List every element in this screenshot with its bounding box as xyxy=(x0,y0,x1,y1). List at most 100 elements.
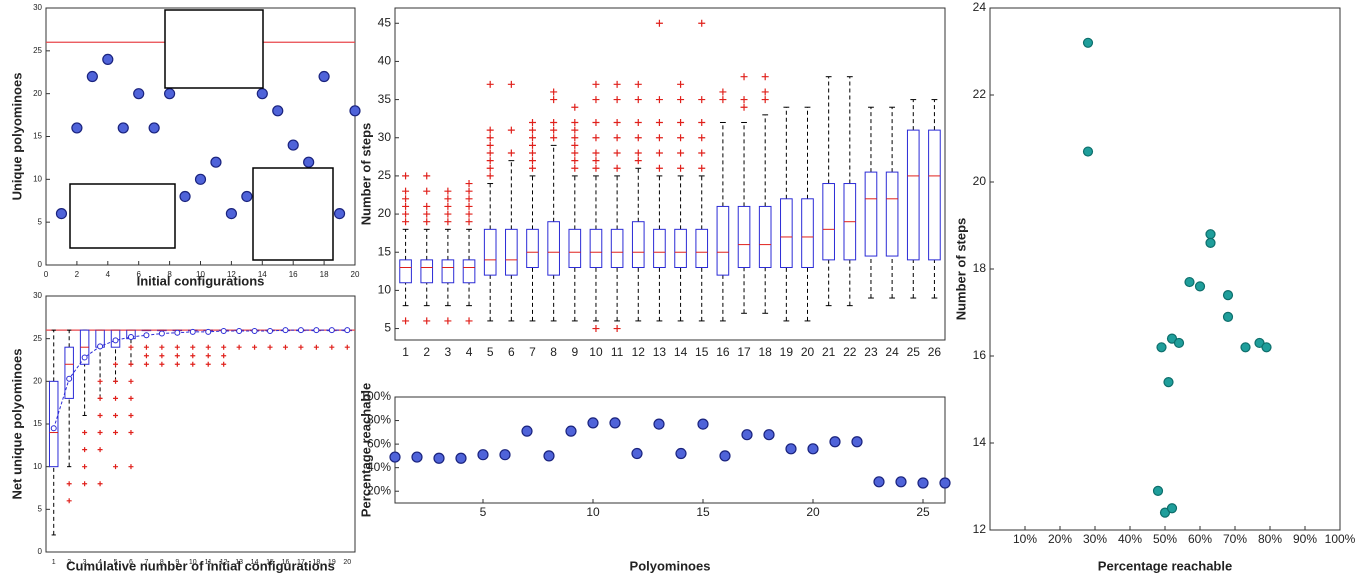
outlier xyxy=(128,412,134,418)
box xyxy=(737,205,751,268)
point xyxy=(210,156,222,168)
x-tick-label: 2 xyxy=(75,270,80,279)
outlier xyxy=(698,149,706,157)
point xyxy=(829,436,841,448)
outlier xyxy=(205,353,211,359)
x-tick-label: 6 xyxy=(129,559,133,566)
y-tick-label: 15 xyxy=(378,244,392,258)
x-tick-label: 15 xyxy=(266,559,274,566)
point xyxy=(895,476,907,488)
y-tick-label: 5 xyxy=(38,217,43,226)
mean-point xyxy=(158,330,165,337)
outlier xyxy=(698,118,706,126)
point xyxy=(241,190,253,203)
y-tick-label: 14 xyxy=(973,435,987,449)
outlier xyxy=(592,149,600,157)
point xyxy=(873,476,885,488)
outlier xyxy=(113,412,119,418)
x-tick-label: 16 xyxy=(289,270,298,279)
outlier xyxy=(66,498,72,504)
x-tick-label: 70% xyxy=(1223,532,1247,546)
outlier xyxy=(128,395,134,401)
y-tick-label: 25 xyxy=(378,168,392,182)
inset-frame xyxy=(69,183,176,249)
point xyxy=(631,447,643,460)
outlier xyxy=(444,195,452,203)
x-tick-label: 26 xyxy=(928,345,942,359)
point xyxy=(411,451,423,463)
outlier xyxy=(205,361,211,367)
box xyxy=(399,259,412,284)
point xyxy=(1156,342,1167,353)
mean-point xyxy=(189,328,196,335)
outlier xyxy=(82,481,88,487)
outlier xyxy=(402,202,410,210)
x-tick-label: 17 xyxy=(737,345,751,359)
x-tick-label: 16 xyxy=(282,559,290,566)
x-tick-label: 6 xyxy=(136,270,141,279)
outlier xyxy=(655,149,663,157)
x-tick-label: 90% xyxy=(1293,532,1317,546)
outlier xyxy=(174,353,180,359)
point xyxy=(86,70,98,83)
outlier xyxy=(465,187,473,195)
outlier xyxy=(128,361,134,367)
outlier xyxy=(402,317,410,325)
box xyxy=(864,171,878,257)
outlier xyxy=(486,149,494,157)
outlier xyxy=(634,80,642,88)
box xyxy=(462,259,476,284)
outlier xyxy=(507,80,515,88)
point xyxy=(455,452,467,464)
outlier xyxy=(486,141,494,149)
plot-frame xyxy=(394,396,946,504)
outlier xyxy=(221,353,227,359)
outlier xyxy=(402,172,410,180)
x-tick-label: 18 xyxy=(312,559,320,566)
y-tick-label: 40 xyxy=(378,54,392,68)
x-tick-label: 23 xyxy=(864,345,878,359)
x-tick-label: 22 xyxy=(843,345,857,359)
box xyxy=(505,228,518,276)
x-axis-label: Polyominoes xyxy=(630,558,711,573)
x-tick-label: 10 xyxy=(589,345,603,359)
outlier xyxy=(761,88,769,96)
outlier xyxy=(529,118,536,126)
point xyxy=(697,418,709,430)
outlier xyxy=(82,430,88,436)
outlier xyxy=(719,88,727,96)
outlier xyxy=(698,96,706,104)
y-tick-label: 5 xyxy=(384,321,391,335)
point xyxy=(499,449,511,461)
x-tick-label: 7 xyxy=(144,559,148,566)
outlier xyxy=(444,210,452,218)
y-axis-label: Number of steps xyxy=(358,123,373,226)
point xyxy=(1163,377,1174,388)
outlier xyxy=(677,134,685,142)
y-tick-label: 20 xyxy=(33,376,42,385)
x-tick-label: 80% xyxy=(1258,532,1282,546)
y-tick-label: 10 xyxy=(378,283,392,297)
outlier xyxy=(97,481,103,487)
x-tick-label: 2 xyxy=(67,559,71,566)
x-tick-label: 10% xyxy=(1013,532,1037,546)
outlier xyxy=(592,96,600,104)
outlier xyxy=(677,96,685,104)
outlier xyxy=(613,325,621,333)
outlier xyxy=(571,157,579,165)
point xyxy=(287,139,299,151)
point xyxy=(164,88,176,100)
point xyxy=(1082,146,1094,157)
mean-point xyxy=(112,337,119,344)
y-tick-label: 0 xyxy=(38,547,43,556)
point xyxy=(1205,237,1216,248)
x-tick-label: 20 xyxy=(351,270,360,279)
outlier xyxy=(613,134,621,142)
point xyxy=(763,429,775,441)
outlier xyxy=(423,218,431,226)
outlier xyxy=(698,164,706,172)
outlier xyxy=(128,344,134,350)
x-tick-label: 14 xyxy=(258,270,267,279)
